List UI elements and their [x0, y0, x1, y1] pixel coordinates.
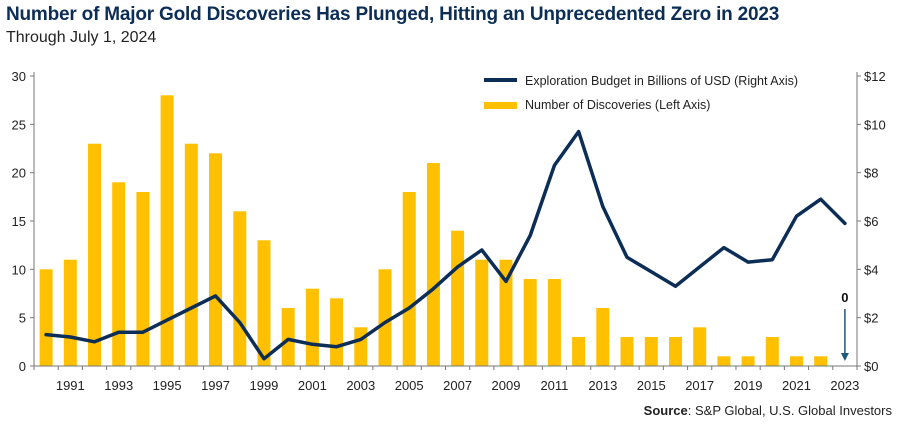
legend: Exploration Budget in Billions of USD (R… [484, 74, 798, 112]
bar-2010 [523, 279, 537, 366]
bar-2017 [693, 327, 707, 366]
x-tick-label-1993: 1993 [104, 378, 133, 393]
source-text: : S&P Global, U.S. Global Investors [687, 403, 892, 418]
bar-2019 [741, 356, 755, 366]
y-left-tick-label: 10 [12, 262, 26, 277]
bar-2018 [717, 356, 731, 366]
bar-2001 [305, 288, 319, 366]
y-left-tick-label: 20 [12, 166, 26, 181]
y-right-tick-label: $12 [864, 69, 886, 84]
bar-1994 [136, 192, 150, 366]
bar-2000 [281, 308, 295, 366]
bar-2015 [644, 337, 658, 366]
legend-label-discoveries: Number of Discoveries (Left Axis) [525, 98, 710, 112]
bar-2005 [402, 192, 416, 366]
bar-series [39, 95, 828, 367]
x-tick-label-2017: 2017 [685, 378, 714, 393]
budget-line [44, 129, 847, 361]
y-right-tick-label: $0 [864, 359, 878, 374]
bar-1996 [184, 143, 198, 366]
line-series [44, 129, 847, 361]
bar-1993 [112, 182, 126, 366]
y-right-tick-label: $10 [864, 117, 886, 132]
bar-2022 [814, 356, 828, 366]
x-tick-label-2021: 2021 [782, 378, 811, 393]
legend-label-budget: Exploration Budget in Billions of USD (R… [525, 74, 798, 88]
y-left-tick-label: 0 [19, 359, 26, 374]
bar-1997 [209, 153, 222, 366]
x-tick-label-2003: 2003 [346, 378, 375, 393]
bar-1991 [63, 259, 77, 366]
x-tick-label-2019: 2019 [734, 378, 763, 393]
x-tick-label-2005: 2005 [395, 378, 424, 393]
x-tick-label-2023: 2023 [830, 378, 859, 393]
y-right-tick-label: $8 [864, 166, 878, 181]
source-label: Source [643, 403, 688, 418]
bar-1995 [160, 95, 174, 367]
bar-2002 [330, 298, 344, 366]
bar-2009 [499, 259, 513, 366]
bar-2007 [451, 230, 465, 366]
y-left-tick-label: 15 [12, 214, 26, 229]
annotation-arrow-head [840, 353, 849, 361]
y-right-tick-label: $6 [864, 214, 878, 229]
y-right-tick-label: $2 [864, 311, 878, 326]
x-tick-label-1995: 1995 [153, 378, 182, 393]
x-tick-label-2011: 2011 [540, 378, 568, 393]
bar-1999 [257, 240, 271, 366]
bar-2012 [572, 337, 586, 366]
bar-2003 [354, 327, 368, 366]
annotation-zero-label: 0 [841, 290, 848, 305]
bar-2006 [426, 163, 440, 366]
bar-2004 [378, 269, 392, 366]
x-tick-label-2015: 2015 [637, 378, 666, 393]
x-tick-label-1991: 1991 [56, 378, 85, 393]
chart-subtitle: Through July 1, 2024 [6, 29, 157, 46]
x-tick-label-2009: 2009 [492, 378, 521, 393]
bar-2020 [765, 337, 779, 366]
bar-1998 [233, 211, 247, 366]
y-left-tick-label: 5 [19, 311, 26, 326]
source-note: Source: S&P Global, U.S. Global Investor… [644, 403, 892, 418]
zero-annotation: 0 [840, 290, 849, 361]
bar-2021 [790, 356, 803, 366]
bar-2008 [475, 259, 489, 366]
y-left-tick-label: 30 [12, 69, 26, 84]
bar-1990 [39, 269, 53, 366]
x-tick-label-1997: 1997 [201, 378, 230, 393]
bar-2013 [596, 308, 610, 366]
x-tick-label-2007: 2007 [443, 378, 472, 393]
axes: 0 5 10 15 20 25 30 $0 $2 $4 $6 $8 $10 $12 1991 1993 1995… [12, 69, 886, 393]
legend-bar-swatch [484, 102, 517, 109]
y-right-tick-label: $4 [864, 262, 878, 277]
bar-2011 [547, 279, 561, 366]
chart-title: Number of Major Gold Discoveries Has Plu… [6, 4, 780, 25]
bar-1992 [88, 143, 101, 366]
x-tick-label-2001: 2001 [298, 378, 327, 393]
x-tick-label-1999: 1999 [249, 378, 278, 393]
y-left-tick-label: 25 [12, 117, 26, 132]
bar-2014 [620, 337, 634, 366]
x-tick-label-2013: 2013 [588, 378, 617, 393]
bar-2016 [669, 337, 682, 366]
